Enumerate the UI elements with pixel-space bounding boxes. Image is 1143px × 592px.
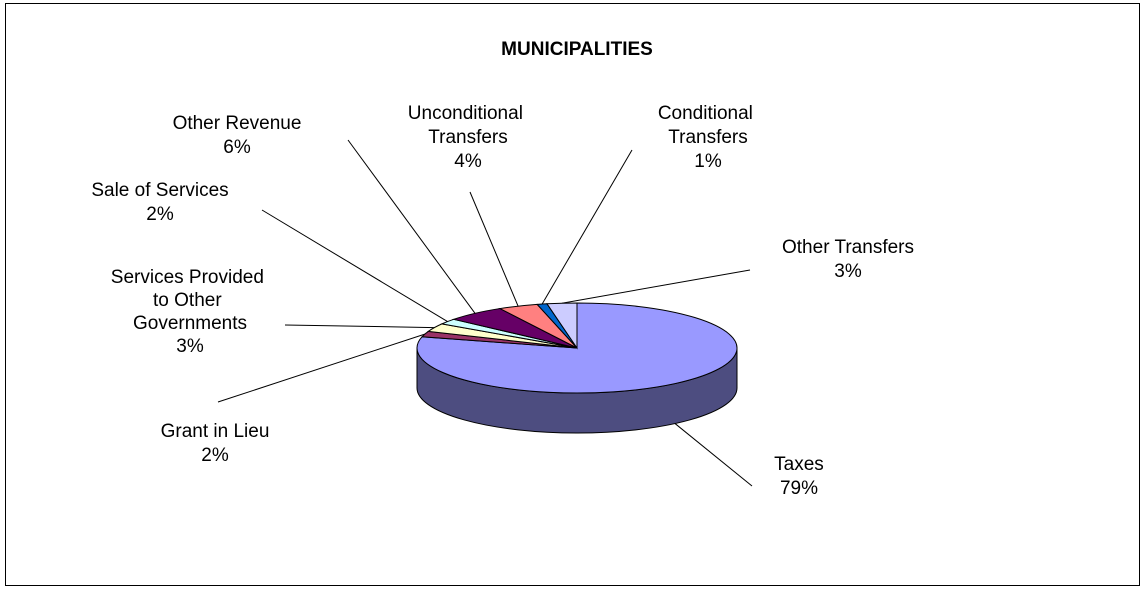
leader-line — [674, 423, 753, 487]
leader-line — [561, 269, 751, 304]
line-layer — [217, 139, 753, 487]
chart-frame — [5, 3, 1140, 586]
leader-line — [541, 149, 633, 305]
value-label: 3% — [176, 336, 204, 357]
slice — [546, 302, 578, 350]
slice-label: Conditional Transfers — [658, 103, 758, 148]
value-label: 6% — [223, 137, 251, 158]
value-label: 4% — [454, 151, 482, 172]
value-label: 79% — [780, 478, 818, 499]
leader-line — [347, 139, 476, 314]
slice-label: Services Provided to Other Governments — [111, 267, 269, 334]
slice-label: Unconditional Transfers — [408, 103, 528, 148]
leader-line — [261, 209, 448, 322]
value-label: 3% — [834, 261, 862, 282]
top-layer — [416, 302, 738, 394]
value-label: 2% — [146, 204, 174, 225]
slice-label: Other Revenue — [173, 113, 302, 134]
leader-line — [217, 333, 425, 403]
chart-title: MUNICIPALITIES — [501, 39, 653, 60]
value-label: 1% — [694, 151, 722, 172]
leader-line — [284, 324, 435, 329]
slice-label: Grant in Lieu — [161, 421, 270, 442]
value-label: 2% — [201, 445, 229, 466]
leader-line — [469, 191, 519, 307]
slice-label: Other Transfers — [782, 237, 914, 258]
slice-label: Sale of Services — [91, 180, 228, 201]
slice-label: Taxes — [774, 454, 824, 475]
